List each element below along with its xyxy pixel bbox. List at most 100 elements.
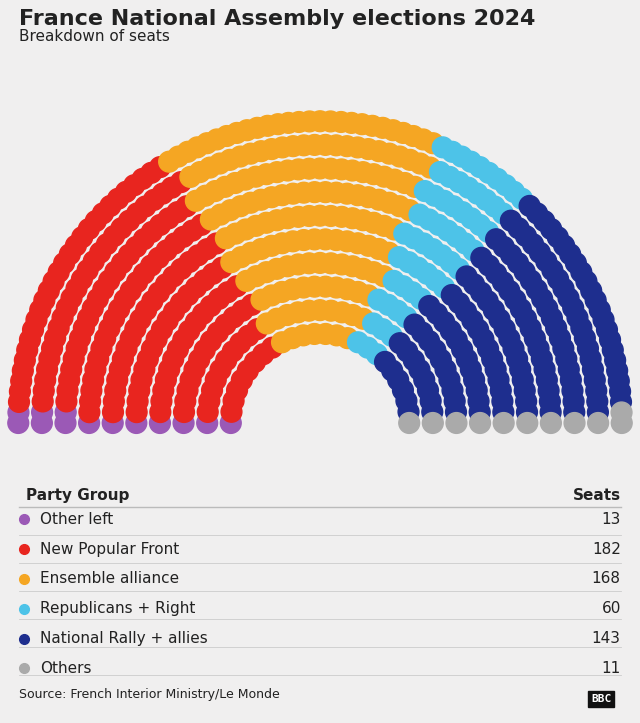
Circle shape: [277, 256, 298, 277]
Circle shape: [513, 369, 533, 390]
Circle shape: [442, 380, 463, 401]
Circle shape: [150, 215, 170, 236]
Circle shape: [607, 360, 628, 381]
Circle shape: [177, 142, 198, 162]
Circle shape: [191, 215, 212, 235]
Circle shape: [196, 133, 218, 153]
Circle shape: [362, 116, 383, 136]
Circle shape: [55, 413, 76, 433]
Circle shape: [261, 236, 282, 256]
Circle shape: [8, 413, 29, 433]
Circle shape: [194, 270, 214, 291]
Circle shape: [48, 317, 69, 338]
Circle shape: [26, 309, 47, 330]
Circle shape: [563, 391, 584, 412]
Circle shape: [358, 139, 379, 160]
Circle shape: [202, 263, 223, 284]
Circle shape: [48, 262, 69, 283]
Circle shape: [358, 187, 379, 208]
Circle shape: [523, 234, 543, 254]
Circle shape: [221, 252, 242, 273]
Circle shape: [72, 227, 93, 247]
Circle shape: [462, 310, 483, 330]
Circle shape: [611, 413, 632, 433]
Circle shape: [42, 338, 63, 359]
Circle shape: [230, 247, 252, 268]
Circle shape: [541, 308, 563, 328]
Circle shape: [493, 272, 513, 293]
Circle shape: [230, 146, 251, 167]
Circle shape: [611, 392, 632, 412]
Circle shape: [215, 315, 236, 335]
Circle shape: [442, 285, 462, 305]
Circle shape: [428, 215, 449, 235]
Circle shape: [178, 285, 198, 305]
Circle shape: [193, 304, 213, 324]
Circle shape: [426, 270, 446, 291]
Circle shape: [479, 255, 499, 276]
Circle shape: [141, 163, 162, 183]
Circle shape: [277, 161, 298, 181]
Circle shape: [141, 255, 161, 276]
Circle shape: [493, 203, 513, 224]
Circle shape: [471, 247, 492, 268]
Text: Party Group: Party Group: [26, 489, 129, 503]
Circle shape: [342, 304, 363, 325]
Circle shape: [293, 230, 314, 250]
Circle shape: [435, 359, 456, 380]
Circle shape: [321, 300, 342, 321]
Circle shape: [186, 277, 207, 298]
Circle shape: [180, 166, 201, 187]
Circle shape: [452, 339, 472, 360]
Circle shape: [99, 318, 120, 339]
Circle shape: [70, 328, 90, 348]
Circle shape: [20, 330, 40, 350]
Circle shape: [102, 413, 123, 433]
Circle shape: [111, 253, 132, 273]
Circle shape: [105, 261, 126, 282]
Circle shape: [553, 338, 573, 359]
Circle shape: [72, 269, 92, 290]
Circle shape: [79, 413, 99, 433]
Circle shape: [446, 330, 467, 350]
Circle shape: [152, 319, 172, 340]
Circle shape: [593, 309, 614, 330]
Circle shape: [419, 330, 440, 351]
Circle shape: [414, 369, 435, 390]
Circle shape: [404, 176, 426, 197]
Circle shape: [470, 157, 490, 177]
Circle shape: [393, 276, 413, 296]
Circle shape: [61, 288, 82, 309]
Circle shape: [197, 401, 218, 422]
Circle shape: [199, 390, 220, 411]
Circle shape: [310, 158, 330, 179]
Circle shape: [424, 185, 445, 206]
Circle shape: [304, 181, 325, 202]
Circle shape: [507, 348, 527, 369]
Text: 11: 11: [602, 661, 621, 676]
Circle shape: [104, 226, 124, 247]
Circle shape: [469, 402, 490, 422]
Circle shape: [369, 141, 389, 161]
Circle shape: [448, 259, 469, 279]
Circle shape: [389, 196, 410, 217]
Circle shape: [173, 226, 194, 247]
Circle shape: [176, 196, 197, 217]
Circle shape: [205, 181, 225, 202]
Circle shape: [148, 247, 169, 268]
Circle shape: [237, 120, 257, 140]
Circle shape: [389, 146, 410, 167]
Circle shape: [272, 185, 292, 205]
Circle shape: [456, 301, 476, 322]
Circle shape: [399, 150, 420, 170]
Circle shape: [348, 281, 369, 302]
Circle shape: [83, 298, 103, 319]
Circle shape: [357, 337, 378, 358]
Circle shape: [397, 341, 418, 362]
Circle shape: [256, 164, 276, 184]
Circle shape: [10, 381, 30, 402]
Circle shape: [175, 390, 196, 411]
Circle shape: [384, 169, 405, 190]
Circle shape: [102, 402, 124, 422]
Circle shape: [34, 290, 55, 311]
